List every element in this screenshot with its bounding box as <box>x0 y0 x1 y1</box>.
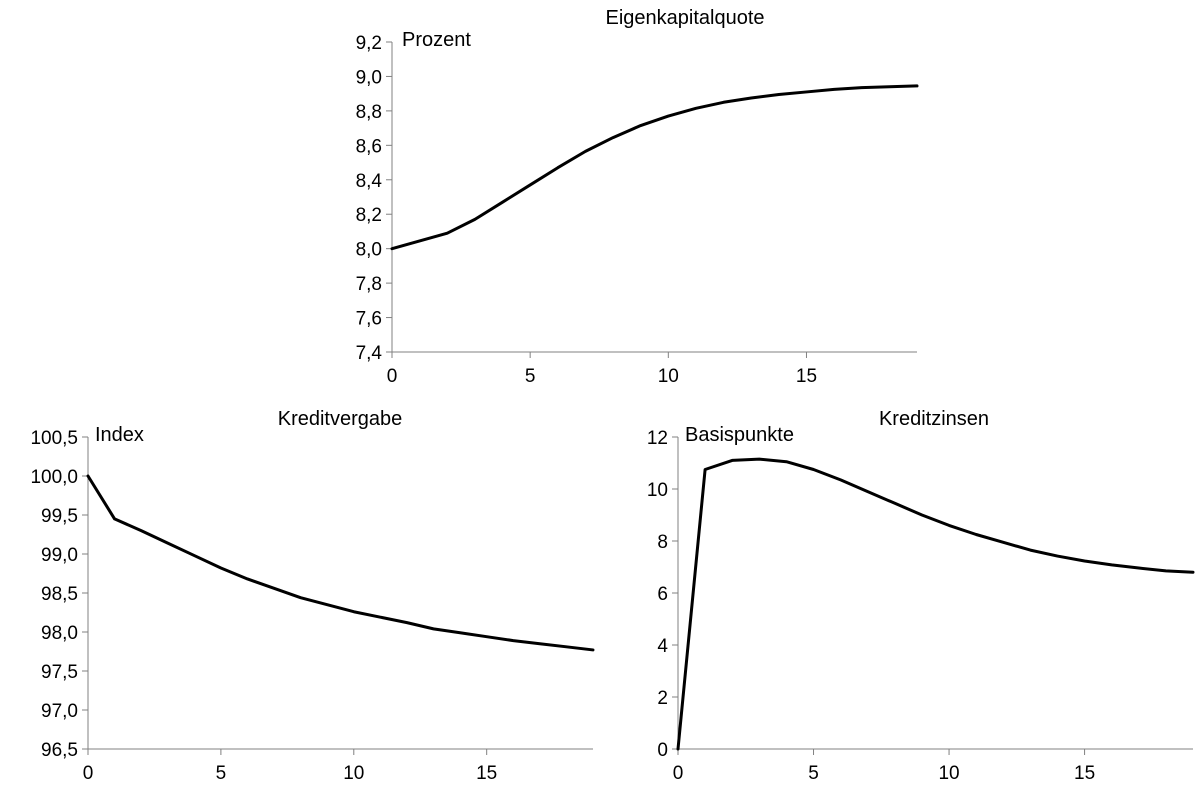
y-tick-label: 8,2 <box>356 205 382 226</box>
x-tick-label: 5 <box>808 763 819 784</box>
x-tick-label: 5 <box>216 763 227 784</box>
y-tick-label: 98,0 <box>41 623 78 644</box>
x-tick-label: 10 <box>938 763 959 784</box>
series-line <box>390 84 919 251</box>
y-tick-label: 7,8 <box>356 274 382 295</box>
y-tick-label: 8 <box>657 532 668 553</box>
y-tick-label: 96,5 <box>41 740 78 761</box>
y-tick-label: 97,0 <box>41 701 78 722</box>
y-tick-label: 99,5 <box>41 506 78 527</box>
x-tick-label: 15 <box>1074 763 1095 784</box>
chart-title: Kreditvergabe <box>278 408 403 430</box>
y-tick-label: 0 <box>657 740 668 761</box>
unit-label: Prozent <box>402 29 471 51</box>
x-tick-label: 15 <box>476 763 497 784</box>
y-tick-label: 4 <box>657 636 668 657</box>
unit-label: Index <box>95 424 144 446</box>
series-line <box>86 474 595 652</box>
x-tick-label: 10 <box>658 366 679 387</box>
chart-title: Eigenkapitalquote <box>605 7 764 29</box>
y-tick-label: 100,0 <box>30 467 78 488</box>
y-tick-label: 12 <box>647 428 668 449</box>
y-tick-label: 2 <box>657 688 668 709</box>
y-tick-label: 9,0 <box>356 67 382 88</box>
y-tick-label: 10 <box>647 480 668 501</box>
series-line <box>676 457 1195 751</box>
x-tick-label: 0 <box>673 763 684 784</box>
y-tick-label: 99,0 <box>41 545 78 566</box>
chart-title: Kreditzinsen <box>879 408 989 430</box>
y-tick-label: 9,2 <box>356 33 382 54</box>
chart-eigenkapitalquote: 7,4 7,6 7,8 8,0 8,2 8,4 8,6 8,8 9,0 9,2 0 5 10 15 Eige… <box>356 7 919 387</box>
y-tick-label: 8,0 <box>356 240 382 261</box>
y-tick-label: 97,5 <box>41 662 78 683</box>
x-tick-label: 0 <box>387 366 398 387</box>
x-tick-label: 15 <box>796 366 817 387</box>
y-tick-label: 7,6 <box>356 309 382 330</box>
unit-label: Basispunkte <box>685 424 794 446</box>
y-tick-label: 6 <box>657 584 668 605</box>
x-tick-label: 5 <box>525 366 536 387</box>
y-tick-label: 7,4 <box>356 343 383 364</box>
x-tick-label: 10 <box>343 763 364 784</box>
chart-kreditvergabe: 96,5 97,0 97,5 98,0 98,5 99,0 99,5 100,0 100,5 0 5… <box>30 408 595 784</box>
chart-kreditzinsen: 0 2 4 6 8 10 12 0 5 10 15 Kreditzinsen Basispunkte <box>647 408 1195 784</box>
y-tick-label: 100,5 <box>30 428 78 449</box>
y-tick-label: 8,4 <box>356 171 383 192</box>
y-tick-label: 98,5 <box>41 584 78 605</box>
x-tick-label: 0 <box>83 763 94 784</box>
y-tick-label: 8,6 <box>356 136 382 157</box>
y-tick-label: 8,8 <box>356 102 382 123</box>
